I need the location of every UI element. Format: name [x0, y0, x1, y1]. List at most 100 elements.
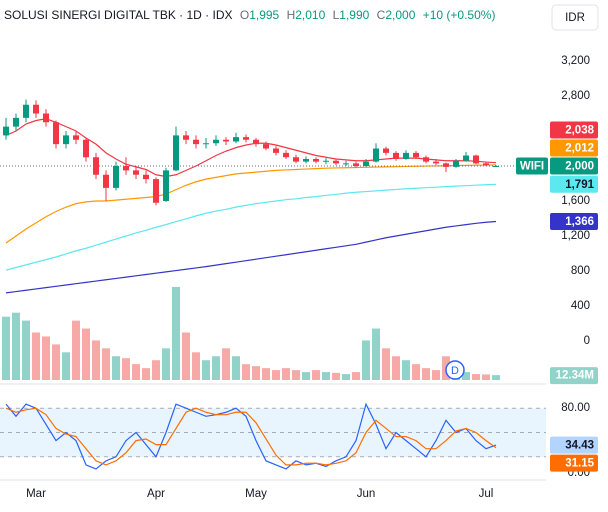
y-tick-label: 2,800	[561, 90, 590, 102]
volume-bar	[272, 370, 280, 380]
volume-bar	[282, 368, 290, 380]
oscillator-tag-label: 34.43	[565, 440, 594, 452]
volume-bar	[52, 344, 60, 380]
header: SOLUSI SINERGI DIGITAL TBK · 1D · IDX O1…	[4, 8, 495, 22]
candle-body	[43, 113, 49, 123]
volume-bar	[322, 372, 330, 380]
volume-bar	[262, 368, 270, 380]
price-tag	[550, 121, 598, 139]
candle-body	[33, 104, 39, 114]
candle-body	[293, 157, 299, 162]
candle-body	[433, 161, 439, 164]
legend-value: 2,010	[295, 8, 325, 22]
candle-body	[483, 163, 489, 166]
oscillator-tag	[550, 436, 598, 454]
price-tag-label: 1,791	[565, 179, 594, 191]
volume-bar	[352, 372, 360, 380]
currency-label[interactable]: IDR	[565, 12, 585, 24]
candle-body	[163, 170, 169, 201]
price-tag-label: 2,012	[565, 143, 594, 155]
plot-layer	[0, 99, 546, 470]
event-marker[interactable]	[445, 360, 465, 380]
candle-body	[3, 126, 9, 136]
x-tick-label: May	[245, 488, 267, 500]
oscillator-line	[5, 402, 497, 470]
volume-bar	[232, 356, 240, 380]
volume-bar	[492, 375, 500, 380]
volume-bar	[312, 370, 320, 380]
y-tick-label: 400	[571, 300, 590, 312]
legend-key: L	[333, 8, 340, 22]
symbol-tag	[516, 157, 548, 175]
candle-body	[413, 152, 419, 158]
event-label[interactable]: D	[451, 365, 459, 377]
candle-body	[53, 122, 59, 145]
currency-button[interactable]	[551, 4, 599, 31]
volume-bar	[62, 352, 70, 380]
candle-body	[23, 104, 29, 118]
candle-body	[183, 135, 189, 140]
volume-bar	[472, 374, 480, 380]
legend-value: 2,000	[385, 8, 415, 22]
volume-bar	[42, 336, 50, 380]
price-tag-label: 2,038	[565, 125, 594, 137]
candle-body	[223, 139, 229, 142]
candle-body	[233, 137, 239, 142]
candle-body	[193, 139, 199, 145]
candle-body	[253, 139, 259, 145]
candle-body	[283, 152, 289, 158]
moving-average	[5, 183, 497, 271]
oscillator-line	[5, 407, 497, 466]
volume-bar	[82, 328, 90, 380]
candle-body	[173, 135, 179, 171]
candle-body	[423, 157, 429, 162]
volume-bar	[432, 370, 440, 380]
volume-tag-label: 12.34M	[556, 370, 594, 382]
volume-bar	[292, 370, 300, 380]
candle-body	[13, 117, 19, 127]
y-tick-label: 1,200	[561, 230, 590, 242]
moving-average	[5, 118, 497, 178]
legend-value: 1,995	[249, 8, 279, 22]
candle-body	[273, 148, 279, 153]
volume-bar	[212, 356, 220, 380]
candle-body	[93, 157, 99, 175]
candle-body	[103, 174, 109, 188]
moving-average	[5, 220, 497, 294]
candle-body	[353, 163, 359, 166]
x-tick-label: Jul	[479, 488, 494, 500]
volume-bar	[402, 360, 410, 380]
candle-body	[493, 166, 499, 167]
candle-body	[473, 155, 479, 164]
candle-body	[113, 166, 119, 188]
volume-bar	[22, 320, 30, 380]
price-tag	[550, 139, 598, 157]
y-tick-label: 1,600	[561, 195, 590, 207]
volume-bar	[382, 348, 390, 380]
price-tag-label: 1,366	[565, 216, 594, 228]
volume-bar	[102, 348, 110, 380]
volume-bar	[112, 356, 120, 380]
legend-key: H	[287, 8, 296, 22]
candle-body	[393, 152, 399, 159]
price-tag	[550, 212, 598, 230]
price-tag-label: 2,000	[565, 161, 594, 173]
candle-body	[143, 174, 149, 180]
volume-bar	[152, 360, 160, 380]
candle-body	[243, 137, 249, 140]
volume-bar	[142, 368, 150, 380]
volume-tag	[550, 367, 598, 385]
oscillator-tag	[550, 454, 598, 472]
candle-body	[443, 163, 449, 167]
legend-key: C	[377, 8, 386, 22]
symbol-tag-label: WIFI	[520, 161, 544, 173]
volume-bar	[202, 360, 210, 380]
volume-bar	[482, 374, 490, 380]
volume-bar	[222, 348, 230, 380]
volume-bar	[122, 358, 130, 380]
candle-body	[123, 166, 129, 171]
candle-body	[83, 139, 89, 158]
